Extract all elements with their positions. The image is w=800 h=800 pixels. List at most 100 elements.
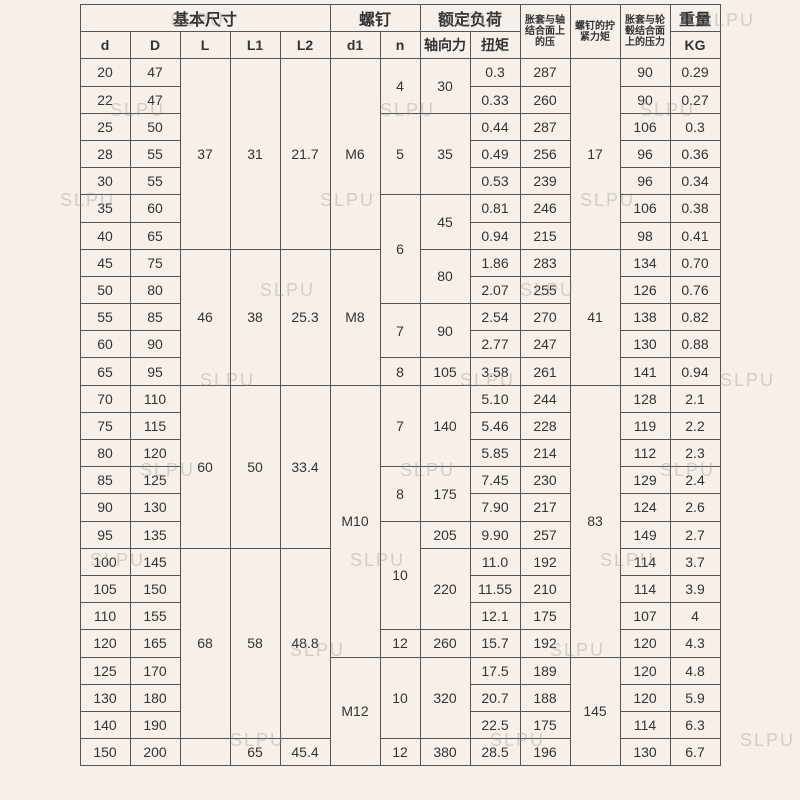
cell-tq: 83 — [570, 385, 620, 657]
cell-gy: 112 — [620, 440, 670, 467]
cell-d: 90 — [80, 494, 130, 521]
cell-gy: 130 — [620, 331, 670, 358]
cell-d1: M12 — [330, 657, 380, 766]
cell-d: 100 — [80, 548, 130, 575]
cell-zs: 2.77 — [470, 331, 520, 358]
cell-nj: 247 — [520, 331, 570, 358]
cell-gy: 98 — [620, 222, 670, 249]
cell-axial: 205 — [420, 521, 470, 548]
cell-zs: 0.53 — [470, 168, 520, 195]
cell-tq: 41 — [570, 249, 620, 385]
cell-d: 140 — [80, 711, 130, 738]
cell-zs: 5.10 — [470, 385, 520, 412]
cell-kg: 4.8 — [670, 657, 720, 684]
cell-gy: 90 — [620, 86, 670, 113]
header-L: L — [180, 32, 230, 59]
cell-d: 125 — [80, 657, 130, 684]
cell-n: 8 — [380, 358, 420, 385]
cell-kg: 0.76 — [670, 276, 720, 303]
cell-D: 180 — [130, 684, 180, 711]
cell-axial: 220 — [420, 548, 470, 630]
cell-zs: 20.7 — [470, 684, 520, 711]
table-row: 35606450.812461060.38 — [80, 195, 720, 222]
header-torque: 扭矩 — [470, 32, 520, 59]
cell-kg: 0.3 — [670, 113, 720, 140]
cell-kg: 2.3 — [670, 440, 720, 467]
cell-L1: 31 — [230, 59, 280, 249]
cell-n: 10 — [380, 657, 420, 739]
cell-gy: 107 — [620, 603, 670, 630]
header-nj: 螺钉的拧紧力矩 — [570, 5, 620, 59]
cell-d: 75 — [80, 412, 130, 439]
cell-d: 60 — [80, 331, 130, 358]
header-L1: L1 — [230, 32, 280, 59]
header-weight: 重量 — [670, 5, 720, 32]
cell-d: 65 — [80, 358, 130, 385]
cell-kg: 3.9 — [670, 575, 720, 602]
cell-d: 70 — [80, 385, 130, 412]
cell-zs: 28.5 — [470, 739, 520, 766]
cell-nj: 244 — [520, 385, 570, 412]
cell-D: 85 — [130, 304, 180, 331]
header-kg: KG — [670, 32, 720, 59]
cell-zs: 3.58 — [470, 358, 520, 385]
cell-L2: 45.4 — [280, 739, 330, 766]
cell-L: 46 — [180, 249, 230, 385]
cell-zs: 11.55 — [470, 575, 520, 602]
cell-n: 5 — [380, 113, 420, 195]
cell-nj: 196 — [520, 739, 570, 766]
header-screw: 螺钉 — [330, 5, 420, 32]
cell-nj: 210 — [520, 575, 570, 602]
cell-D: 90 — [130, 331, 180, 358]
cell-nj: 283 — [520, 249, 570, 276]
cell-nj: 230 — [520, 467, 570, 494]
cell-kg: 6.7 — [670, 739, 720, 766]
cell-L1: 38 — [230, 249, 280, 385]
table-row: 70110605033.4M1071405.10244831282.1 — [80, 385, 720, 412]
cell-kg: 0.70 — [670, 249, 720, 276]
cell-d: 45 — [80, 249, 130, 276]
cell-zs: 5.85 — [470, 440, 520, 467]
cell-axial: 45 — [420, 195, 470, 249]
table-row: 1502006545.41238028.51961306.7 — [80, 739, 720, 766]
cell-axial: 380 — [420, 739, 470, 766]
cell-D: 145 — [130, 548, 180, 575]
cell-d: 28 — [80, 140, 130, 167]
cell-kg: 0.82 — [670, 304, 720, 331]
header-rated-load: 额定负荷 — [420, 5, 520, 32]
header-n: n — [380, 32, 420, 59]
cell-n: 7 — [380, 385, 420, 467]
cell-nj: 228 — [520, 412, 570, 439]
cell-zs: 22.5 — [470, 711, 520, 738]
cell-gy: 149 — [620, 521, 670, 548]
cell-kg: 0.34 — [670, 168, 720, 195]
header-d: d — [80, 32, 130, 59]
cell-nj: 215 — [520, 222, 570, 249]
cell-n: 8 — [380, 467, 420, 521]
table-row: 95135102059.902571492.7 — [80, 521, 720, 548]
cell-D: 75 — [130, 249, 180, 276]
cell-L1: 50 — [230, 385, 280, 548]
cell-D: 55 — [130, 168, 180, 195]
cell-L: 68 — [180, 548, 230, 738]
header-axial: 轴向力 — [420, 32, 470, 59]
cell-L1: 58 — [230, 548, 280, 738]
cell-nj: 257 — [520, 521, 570, 548]
cell-nj: 214 — [520, 440, 570, 467]
cell-d: 95 — [80, 521, 130, 548]
cell-D: 95 — [130, 358, 180, 385]
cell-n: 6 — [380, 195, 420, 304]
cell-gy: 106 — [620, 113, 670, 140]
table-row: 8512581757.452301292.4 — [80, 467, 720, 494]
cell-D: 150 — [130, 575, 180, 602]
cell-zs: 1.86 — [470, 249, 520, 276]
cell-axial: 260 — [420, 630, 470, 657]
cell-n: 7 — [380, 304, 420, 358]
header-zs: 胀套与轴结合面上的压 — [520, 5, 570, 59]
cell-gy: 96 — [620, 140, 670, 167]
cell-d: 35 — [80, 195, 130, 222]
cell-gy: 141 — [620, 358, 670, 385]
cell-d: 30 — [80, 168, 130, 195]
cell-axial: 80 — [420, 249, 470, 303]
cell-D: 80 — [130, 276, 180, 303]
